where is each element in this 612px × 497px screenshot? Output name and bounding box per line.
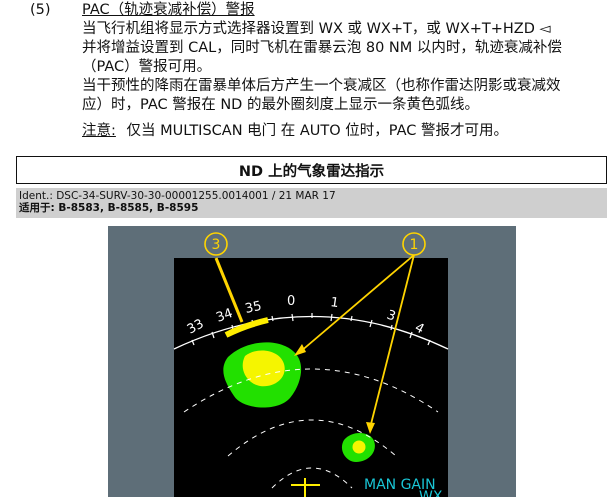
weather-cell-small-yellow [352, 440, 366, 454]
section-title: ND 上的气象雷达指示 [238, 163, 385, 180]
text-line: 当干预性的降雨在雷暴单体后方产生一个衰减区（也称作雷达阴影或衰减效 [82, 78, 561, 94]
aircraft-symbol-icon [291, 478, 320, 497]
mode-label: WX [419, 489, 443, 497]
compass-label: 1 [329, 295, 339, 311]
pac-alert-arc [224, 317, 269, 338]
item-number: (5) [30, 2, 51, 18]
callout-1-leader-b [369, 254, 415, 429]
callout-3-leader [214, 257, 244, 323]
paragraph-description: 当干预性的降雨在雷暴单体后方产生一个衰减区（也称作雷达阴影或衰减效 应）时，PA… [82, 77, 612, 115]
range-arc-outer [183, 368, 439, 413]
gain-label: MAN GAIN [364, 477, 436, 493]
callout-3-number: 3 [212, 237, 221, 253]
arrowhead-icon [366, 422, 375, 434]
text-line: （PAC）警报可用。 [82, 59, 212, 75]
nd-display-svg: 33 34 35 0 1 3 4 3 1 MAN GAIN WX [108, 226, 516, 497]
range-arc-inner [271, 467, 353, 489]
compass-label: 34 [214, 306, 235, 326]
nd-weather-radar-figure: 33 34 35 0 1 3 4 3 1 MAN GAIN WX [108, 226, 516, 497]
text-line: 并将增益设置到 CAL，同时飞机在雷暴云泡 80 NM 以内时，轨迹衰减补偿 [82, 40, 562, 56]
range-arc-middle [227, 419, 397, 457]
text-line: 应）时，PAC 警报在 ND 的最外圈刻度上显示一条黄色弧线。 [82, 97, 479, 113]
compass-label: 35 [244, 299, 263, 317]
note: 注意: 仅当 MULTISCAN 电门 在 AUTO 位时，PAC 警报才可用。 [82, 122, 508, 141]
applicability-text: 适用于: B-8583, B-8585, B-8595 [19, 202, 199, 214]
section-title-box: ND 上的气象雷达指示 [16, 156, 607, 184]
ident-bar: Ident.: DSC-34-SURV-30-30-00001255.00140… [16, 188, 607, 218]
compass-label: 0 [287, 294, 295, 309]
text-line: 当飞行机组将显示方式选择器设置到 WX 或 WX+T，或 WX+T+HZD ◅ [82, 21, 551, 37]
paragraph-availability: 当飞行机组将显示方式选择器设置到 WX 或 WX+T，或 WX+T+HZD ◅ … [82, 20, 612, 77]
callout-1-circle [402, 232, 426, 256]
arrowhead-icon [294, 344, 306, 356]
callout-1-leader-a [299, 254, 415, 353]
callout-1-number: 1 [410, 237, 419, 253]
weather-cell-yellow [242, 350, 285, 387]
callout-3-circle [204, 232, 228, 256]
display-screen [174, 258, 448, 497]
item-title: PAC（轨迹衰减补偿）警报 [82, 2, 255, 18]
note-label: 注意: [82, 123, 116, 139]
ident-text: Ident.: DSC-34-SURV-30-30-00001255.00140… [19, 190, 336, 202]
note-text: 仅当 MULTISCAN 电门 在 AUTO 位时，PAC 警报才可用。 [126, 123, 509, 139]
compass-label: 33 [185, 317, 207, 338]
